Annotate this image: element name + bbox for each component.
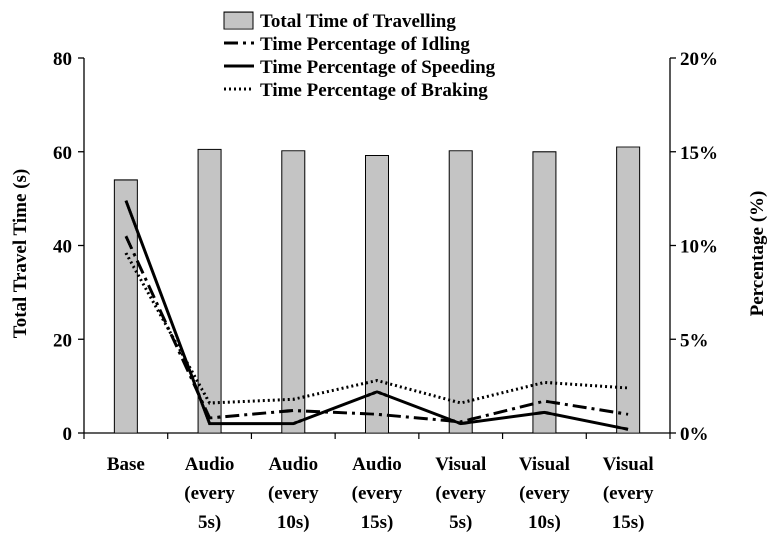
legend-label: Total Time of Travelling (260, 11, 456, 32)
x-tick-label: 10s) (528, 512, 561, 533)
legend-label: Time Percentage of Idling (260, 34, 470, 55)
series-line-1 (124, 235, 629, 424)
x-tick-label: 5s) (449, 512, 472, 533)
plot-area: 0 20 40 60 80 0% 5% 10% 15% 20% Base Audio (every 5s)… (10, 49, 768, 533)
x-tick-label: 15s) (612, 512, 645, 533)
x-tick-label: Base (107, 454, 145, 475)
x-tick-label: Visual (435, 454, 486, 475)
y-right-tick-label: 20% (680, 49, 718, 70)
y-axis-left-label: Total Travel Time (s) (10, 169, 31, 338)
bar (532, 151, 557, 434)
bar (448, 150, 473, 434)
x-tick-label: 5s) (198, 512, 221, 533)
y-right-tick-label: 0% (680, 424, 709, 445)
y-left-tick-label: 0 (63, 424, 73, 445)
legend-label: Time Percentage of Speeding (260, 57, 496, 78)
y-left-tick-label: 40 (53, 237, 72, 258)
x-tick-label: Visual (519, 454, 570, 475)
y-left-tick-label: 20 (53, 330, 72, 351)
y-left-tick-label: 60 (53, 143, 72, 164)
legend-label: Time Percentage of Braking (260, 80, 488, 101)
x-tick-label: (every (352, 483, 403, 504)
x-tick-label: Audio (268, 454, 318, 475)
x-tick-label: (every (519, 483, 570, 504)
y-left-tick-label: 80 (53, 49, 72, 70)
x-tick-label: Audio (352, 454, 402, 475)
x-tick-label: Visual (603, 454, 654, 475)
bar (197, 148, 222, 434)
series-line-3 (124, 252, 629, 405)
x-tick-label: 15s) (361, 512, 394, 533)
bar (281, 150, 306, 434)
y-right-tick-label: 10% (680, 237, 718, 258)
x-tick-label: (every (603, 483, 654, 504)
series-line-2 (124, 199, 629, 431)
y-axis-right-label: Percentage (%) (747, 191, 768, 317)
bar (365, 155, 389, 434)
y-right-tick-label: 15% (680, 143, 718, 164)
x-tick-label: (every (268, 483, 319, 504)
x-tick-label: Audio (185, 454, 235, 475)
legend-swatch-bar (223, 11, 254, 30)
bar (113, 179, 138, 434)
x-tick-label: (every (184, 483, 235, 504)
y-right-tick-label: 5% (680, 330, 709, 351)
bar (616, 146, 641, 434)
x-tick-label: 10s) (277, 512, 310, 533)
x-tick-label: (every (435, 483, 486, 504)
